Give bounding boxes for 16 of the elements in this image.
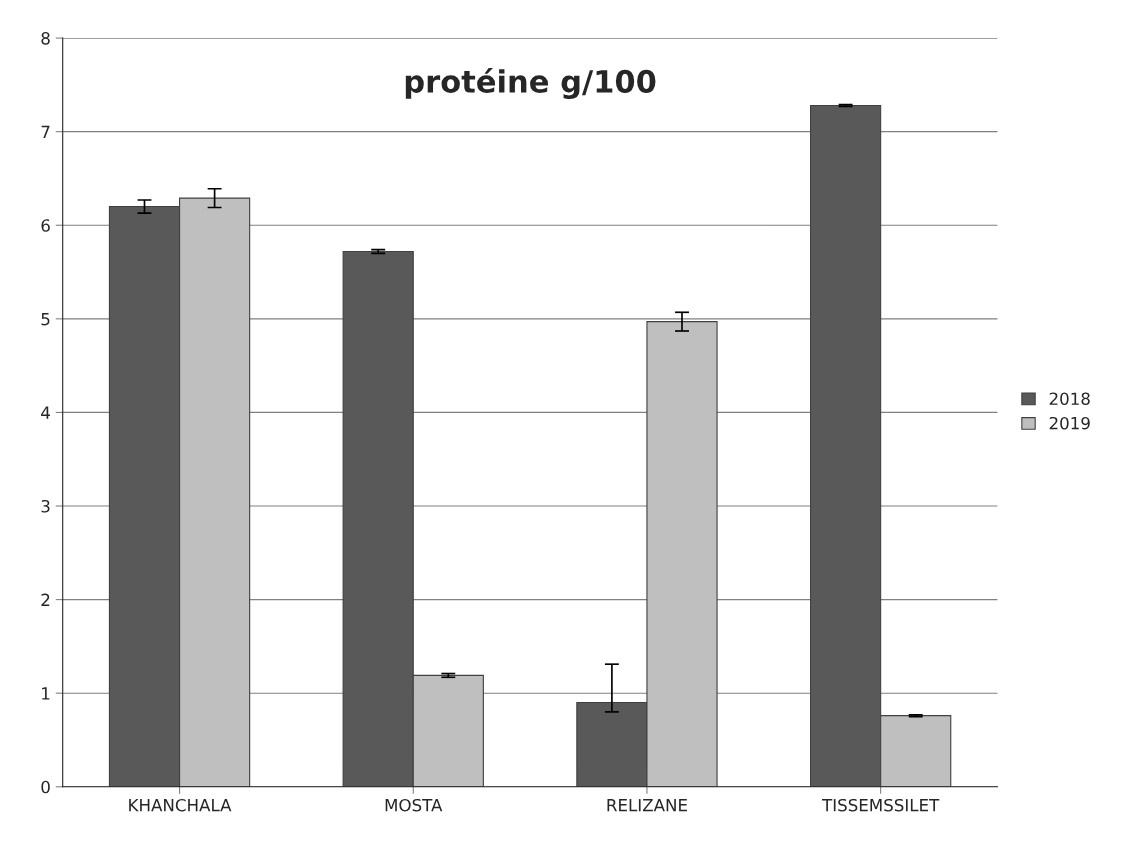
y-tick-label: 0 bbox=[41, 780, 50, 794]
y-tick-label: 8 bbox=[41, 32, 50, 45]
y-tick-label: 7 bbox=[41, 125, 50, 138]
legend-label: 2018 bbox=[1049, 392, 1090, 406]
x-tick-label: RELIZANE bbox=[607, 799, 687, 812]
y-tick-label: 2 bbox=[41, 593, 50, 606]
y-tick-label: 3 bbox=[41, 499, 50, 513]
y-tick-label: 4 bbox=[41, 406, 50, 419]
x-tick-label: MOSTA bbox=[385, 798, 443, 812]
y-tick-label: 6 bbox=[41, 219, 50, 232]
y-tick-label: 5 bbox=[41, 313, 50, 326]
text: protéine g/100 bbox=[405, 68, 656, 100]
x-tick-label: KHANCHALA bbox=[129, 798, 232, 812]
y-tick-label: 1 bbox=[42, 687, 50, 700]
x-tick-label: TISSEMSSILET bbox=[821, 798, 940, 812]
legend-label: 2019 bbox=[1049, 416, 1090, 430]
